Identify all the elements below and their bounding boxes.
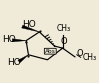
Text: HO: HO: [2, 35, 16, 44]
Text: HO: HO: [7, 58, 21, 67]
Polygon shape: [18, 55, 28, 63]
Polygon shape: [12, 39, 26, 42]
Text: Abs: Abs: [45, 49, 56, 54]
Text: O: O: [77, 49, 83, 58]
Text: O: O: [60, 37, 67, 46]
Text: CH₃: CH₃: [57, 24, 71, 33]
Text: CH₃: CH₃: [83, 53, 97, 62]
Text: HO: HO: [22, 20, 36, 29]
FancyBboxPatch shape: [44, 48, 56, 54]
Polygon shape: [22, 25, 39, 32]
